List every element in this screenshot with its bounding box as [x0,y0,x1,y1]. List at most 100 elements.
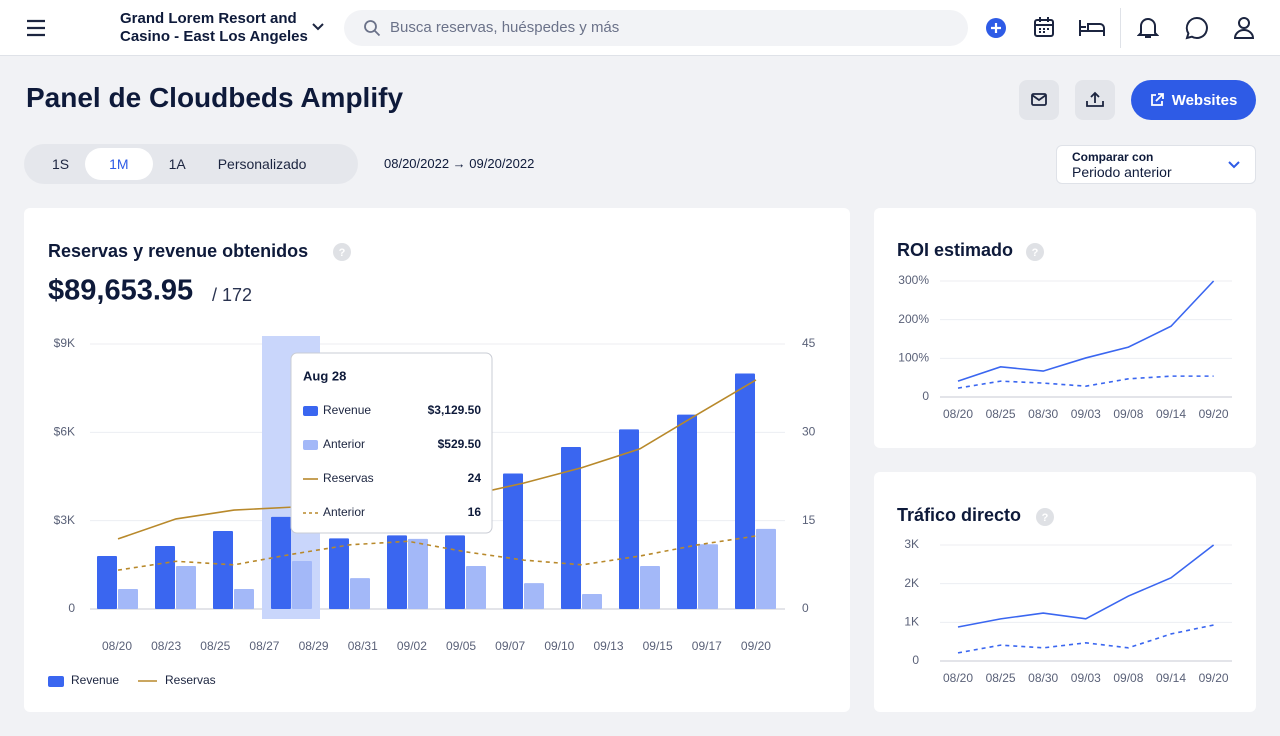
line [957,375,1214,389]
x-tick-label: 09/03 [1071,671,1101,685]
notifications-button[interactable] [1137,16,1159,40]
x-tick-label: 08/25 [200,639,230,653]
tooltip-label: Reservas [323,471,374,485]
total-count: / 172 [212,285,252,305]
period-tab[interactable]: 1A [168,156,186,172]
x-tick-label: 09/17 [692,639,722,653]
y-tick-label: 2K [904,576,919,590]
svg-text:?: ? [339,247,346,259]
x-tick-label: 08/30 [1028,407,1058,421]
bar [582,593,602,609]
calendar-button[interactable] [1033,16,1055,38]
help-icon: ? [333,243,351,261]
menu-button[interactable] [26,18,46,38]
y-tick-label: 200% [898,312,929,326]
line [957,624,1214,654]
bar [619,429,639,609]
period-tab[interactable]: 1M [85,148,153,180]
add-button[interactable] [985,17,1007,39]
tooltip-label: Revenue [323,403,371,417]
compare-label: Comparar con [1072,150,1154,164]
y2-tick-label: 0 [802,601,809,615]
bar [176,566,196,609]
y-tick-label: 300% [898,273,929,287]
tooltip-label: Anterior [323,437,365,451]
y-tick-label: $6K [54,425,75,439]
x-tick-label: 08/20 [943,407,973,421]
search-box[interactable] [344,10,968,46]
y-tick-label: 100% [898,351,929,365]
bar [524,583,544,609]
bar [329,538,349,609]
property-name[interactable]: Grand Lorem Resort and Casino - East Los… [120,10,308,45]
external-icon [1150,93,1164,106]
legend-label: Revenue [71,673,119,687]
line [957,544,1215,628]
bar [561,447,581,609]
x-tick-label: 08/20 [102,639,132,653]
x-tick-label: 08/23 [151,639,181,653]
x-tick-label: 08/29 [299,639,329,653]
bar [118,588,138,609]
chat-button[interactable] [1185,16,1209,40]
legend-label: Reservas [165,673,216,687]
email-button[interactable] [1019,80,1059,120]
x-tick-label: 09/07 [495,639,525,653]
y2-tick-label: 45 [802,336,816,350]
y2-tick-label: 30 [802,425,816,439]
bar [387,535,407,609]
period-tab[interactable]: Personalizado [217,156,307,172]
tooltip-value: $3,129.50 [428,403,482,417]
property-chevron[interactable] [311,21,325,33]
bar [271,516,291,609]
period-tabs: 1S 1M 1A Personalizado [24,144,358,184]
x-tick-label: 08/30 [1028,671,1058,685]
svg-text:?: ? [1042,512,1049,524]
svg-text:?: ? [1032,247,1039,259]
x-tick-label: 09/14 [1156,407,1186,421]
x-tick-label: 09/14 [1156,671,1186,685]
search-placeholder: Busca reservas, huéspedes y más [390,19,620,36]
compare-chevron [1228,161,1240,169]
legend-swatch [48,676,64,687]
bar [735,373,755,609]
y2-tick-label: 15 [802,513,816,527]
x-tick-label: 09/10 [544,639,574,653]
line [117,535,757,571]
total-revenue: $89,653.95 [48,275,193,307]
bar [408,538,428,609]
export-button[interactable] [1075,80,1115,120]
period-tab[interactable]: 1S [52,156,70,172]
x-tick-label: 09/15 [643,639,673,653]
bar [350,578,370,609]
bar [466,566,486,609]
websites-button[interactable]: Websites [1131,80,1256,120]
tooltip-title: Aug 28 [303,368,346,383]
bar [234,588,254,609]
bar [698,544,718,609]
x-tick-label: 09/20 [1199,671,1229,685]
card-title: Tráfico directo [897,505,1021,525]
rooms-button[interactable] [1078,18,1106,38]
compare-select[interactable]: Comparar con Periodo anterior [1056,145,1256,184]
tooltip-swatch [303,406,318,416]
tooltip-label: Anterior [323,505,365,519]
bar [503,473,523,609]
x-tick-label: 09/08 [1113,407,1143,421]
traffic-card [874,472,1256,712]
y-tick-label: $9K [54,336,75,350]
bar [640,566,660,609]
compare-value: Periodo anterior [1072,164,1172,180]
user-button[interactable] [1233,16,1255,40]
tooltip-value: $529.50 [438,437,482,451]
y-tick-label: 3K [904,537,919,551]
x-tick-label: 09/20 [741,639,771,653]
x-tick-label: 08/25 [986,671,1016,685]
help-icon: ? [1026,243,1044,261]
y-tick-label: 0 [912,653,919,667]
tooltip-swatch [303,440,318,450]
y-tick-label: $3K [54,513,75,527]
x-tick-label: 09/02 [397,639,427,653]
